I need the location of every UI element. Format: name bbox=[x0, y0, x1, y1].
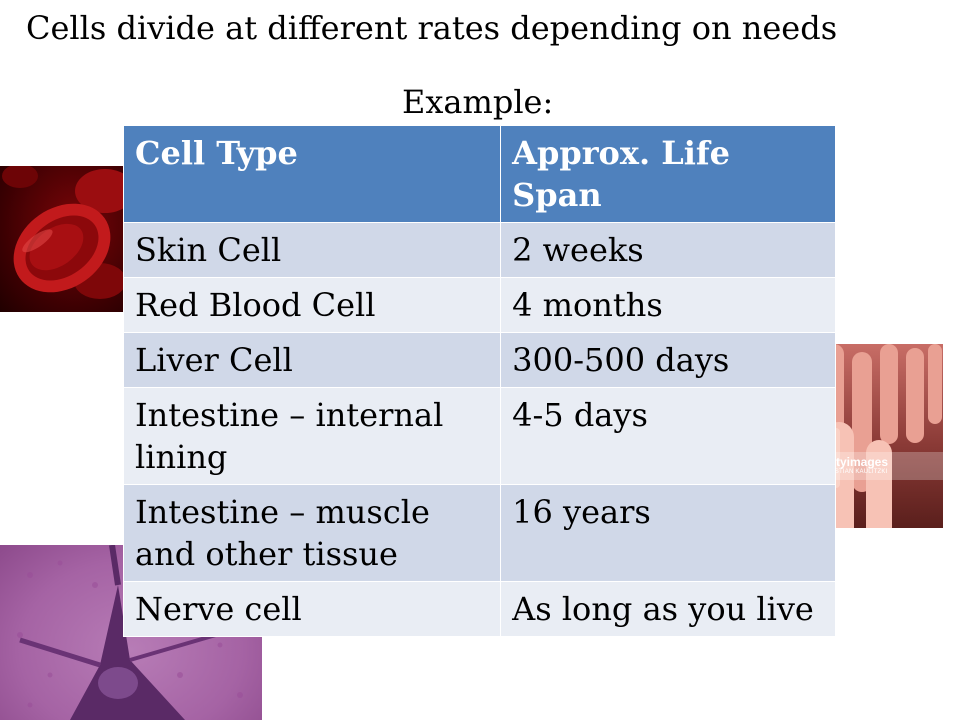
getty-watermark: gettyimages SEBASTIAN KAULITZKI bbox=[818, 455, 889, 476]
cell-type: Intestine – internal lining bbox=[122, 387, 502, 485]
table-row: Intestine – muscle and other tissue 16 y… bbox=[122, 484, 836, 582]
table-row: Liver Cell 300-500 days bbox=[122, 332, 836, 388]
life-span: 2 weeks bbox=[500, 222, 836, 278]
life-span: 16 years bbox=[500, 484, 836, 582]
column-header-life-span: Approx. Life Span bbox=[500, 125, 836, 223]
cell-type: Liver Cell bbox=[122, 332, 502, 388]
life-span: 4-5 days bbox=[500, 387, 836, 485]
life-span: As long as you live bbox=[500, 581, 836, 637]
cell-type: Skin Cell bbox=[122, 222, 502, 278]
table-row: Nerve cell As long as you live bbox=[122, 581, 836, 637]
table-row: Intestine – internal lining 4-5 days bbox=[122, 387, 836, 485]
red-blood-cells-image bbox=[0, 166, 125, 312]
column-header-cell-type: Cell Type bbox=[122, 125, 502, 223]
life-span: 300-500 days bbox=[500, 332, 836, 388]
cell-type: Red Blood Cell bbox=[122, 277, 502, 333]
cell-lifespan-table: Cell Type Approx. Life Span Skin Cell 2 … bbox=[122, 125, 836, 637]
cell-type: Nerve cell bbox=[122, 581, 502, 637]
slide-subtitle: Example: bbox=[402, 83, 554, 121]
table-header-row: Cell Type Approx. Life Span bbox=[122, 125, 836, 223]
table-row: Red Blood Cell 4 months bbox=[122, 277, 836, 333]
slide-title: Cells divide at different rates dependin… bbox=[26, 9, 838, 47]
life-span: 4 months bbox=[500, 277, 836, 333]
table-row: Skin Cell 2 weeks bbox=[122, 222, 836, 278]
cell-type: Intestine – muscle and other tissue bbox=[122, 484, 502, 582]
